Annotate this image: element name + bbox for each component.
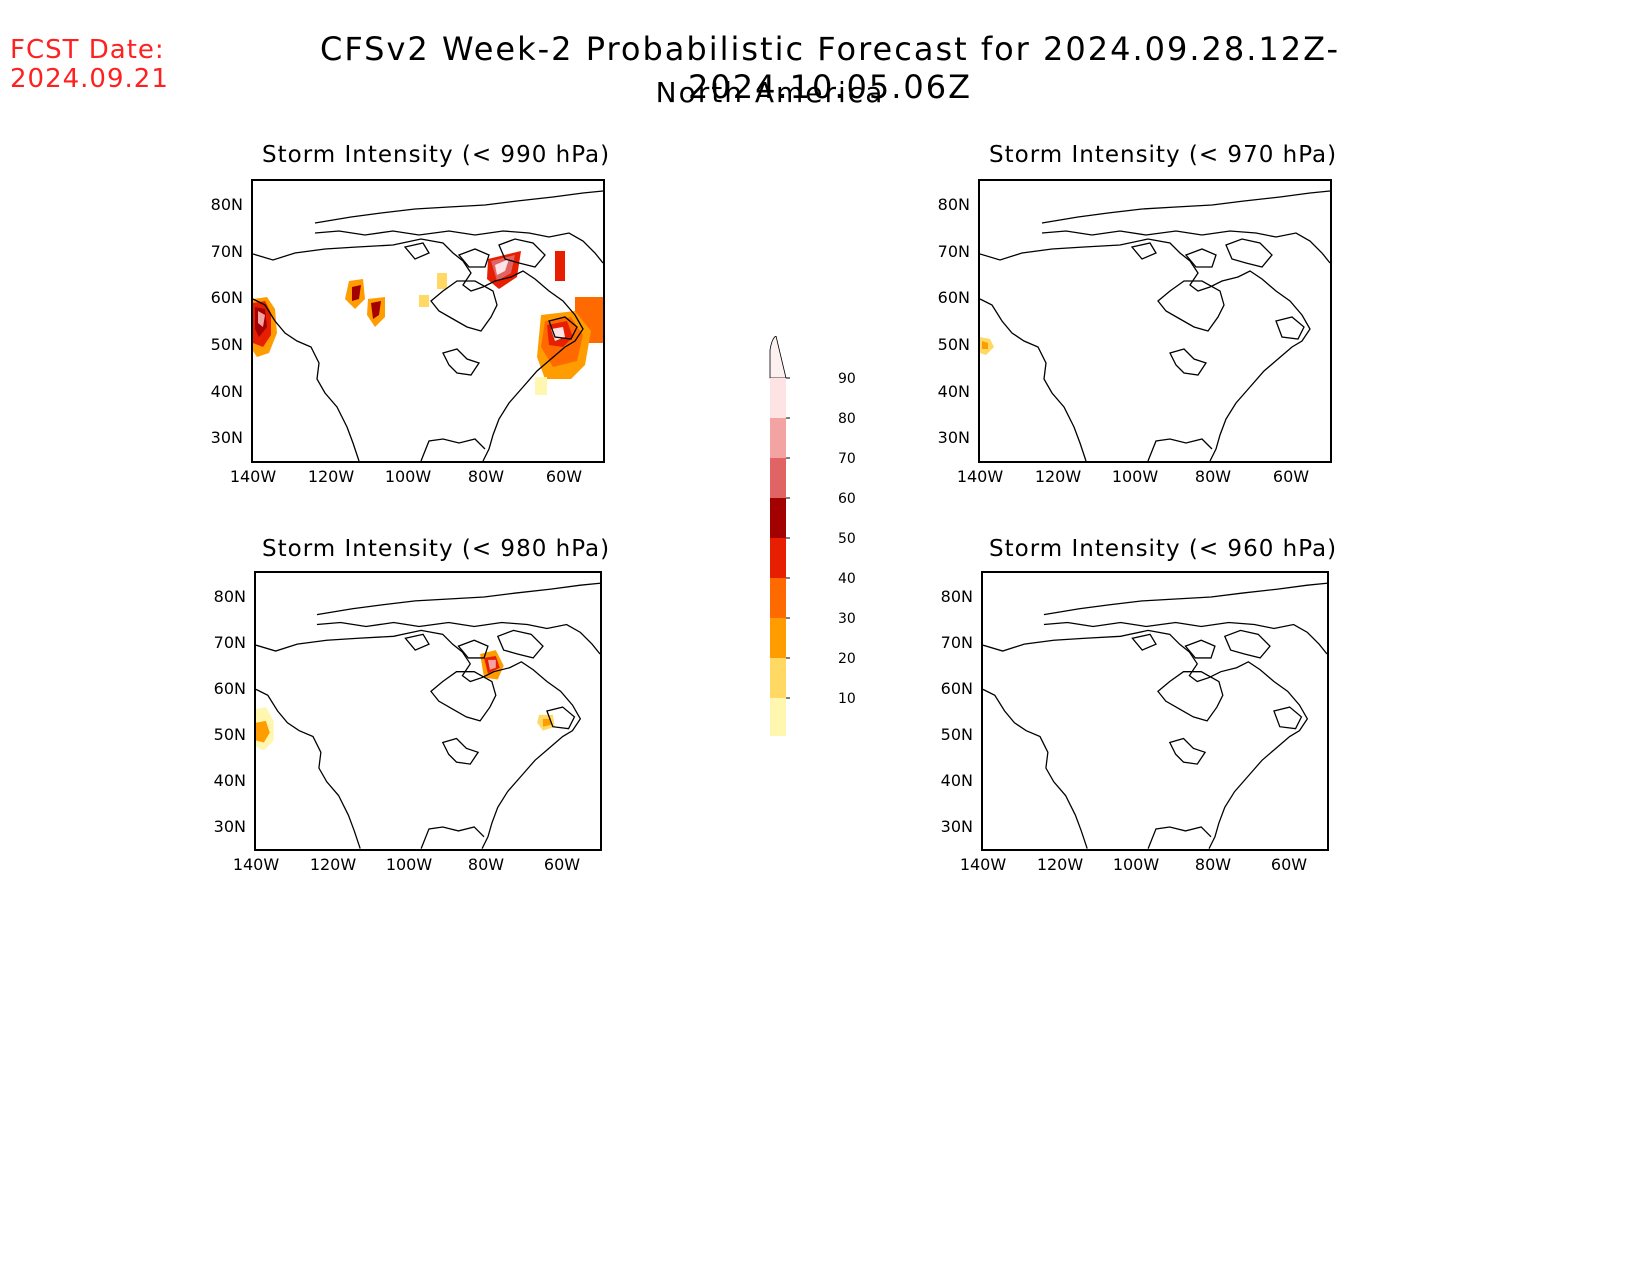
lat-label: 60N — [940, 679, 973, 698]
colorbar-swatch — [770, 378, 786, 418]
colorbar-swatch — [770, 458, 786, 498]
colorbar-swatches — [769, 336, 790, 736]
lat-label: 70N — [210, 242, 243, 261]
colorbar-swatch — [770, 698, 786, 736]
map-960 — [981, 571, 1329, 851]
lon-label: 100W — [1112, 855, 1160, 874]
lat-label: 40N — [940, 771, 973, 790]
map-970 — [978, 179, 1332, 463]
lat-label: 50N — [937, 335, 970, 354]
fcst-date-value: 2024.09.21 — [10, 64, 169, 94]
figure-subtitle: North America — [655, 76, 885, 109]
lat-label: 60N — [213, 679, 246, 698]
fcst-date-label: FCST Date: — [10, 35, 165, 65]
lat-label: 80N — [213, 587, 246, 606]
probability-shading — [253, 251, 603, 395]
colorbar-label: 20 — [838, 651, 856, 667]
lon-label: 120W — [1036, 855, 1084, 874]
lat-label: 30N — [213, 817, 246, 836]
lat-label: 60N — [937, 288, 970, 307]
lat-label: 40N — [213, 771, 246, 790]
probability-shading — [980, 337, 994, 355]
colorbar-label: 60 — [838, 491, 856, 507]
lat-label: 70N — [937, 242, 970, 261]
colorbar-swatch — [770, 578, 786, 618]
colorbar-swatch — [770, 498, 786, 538]
lat-label: 80N — [210, 195, 243, 214]
lon-label: 80W — [1194, 467, 1232, 486]
lat-label: 40N — [937, 382, 970, 401]
lat-label: 50N — [213, 725, 246, 744]
colorbar-label: 70 — [838, 451, 856, 467]
lat-label: 30N — [937, 428, 970, 447]
colorbar-swatch — [770, 618, 786, 658]
coastlines — [253, 190, 603, 461]
panel-title-990: Storm Intensity (< 990 hPa) — [262, 142, 611, 168]
colorbar-label: 40 — [838, 571, 856, 587]
lon-label: 100W — [385, 855, 433, 874]
lon-label: 120W — [1034, 467, 1082, 486]
colorbar-label: 80 — [838, 411, 856, 427]
lon-label: 120W — [307, 467, 355, 486]
colorbar-swatch — [770, 538, 786, 578]
map-990 — [251, 179, 605, 463]
colorbar-label: 90 — [838, 371, 856, 387]
lon-label: 100W — [384, 467, 432, 486]
lon-label: 60W — [545, 467, 583, 486]
probability-shading — [256, 650, 555, 751]
colorbar-label: 50 — [838, 531, 856, 547]
lat-label: 70N — [940, 633, 973, 652]
lon-label: 80W — [1194, 855, 1232, 874]
lat-label: 50N — [210, 335, 243, 354]
lon-label: 60W — [543, 855, 581, 874]
lon-label: 140W — [229, 467, 277, 486]
lat-label: 30N — [940, 817, 973, 836]
lon-label: 80W — [467, 467, 505, 486]
lon-label: 120W — [309, 855, 357, 874]
colorbar-swatch — [770, 418, 786, 458]
coastlines — [980, 190, 1330, 461]
lat-label: 80N — [937, 195, 970, 214]
map-980 — [254, 571, 602, 851]
coastlines — [256, 582, 600, 849]
colorbar-swatch — [770, 658, 786, 698]
lon-label: 80W — [467, 855, 505, 874]
lat-label: 40N — [210, 382, 243, 401]
colorbar-label: 10 — [838, 691, 856, 707]
panel-title-980: Storm Intensity (< 980 hPa) — [262, 536, 611, 562]
lon-label: 60W — [1272, 467, 1310, 486]
panel-title-960: Storm Intensity (< 960 hPa) — [989, 536, 1338, 562]
lon-label: 140W — [232, 855, 280, 874]
lon-label: 140W — [956, 467, 1004, 486]
coastlines — [983, 582, 1327, 849]
colorbar-label: 30 — [838, 611, 856, 627]
lat-label: 50N — [940, 725, 973, 744]
lat-label: 70N — [213, 633, 246, 652]
lat-label: 80N — [940, 587, 973, 606]
figure-title: CFSv2 Week-2 Probabilistic Forecast for … — [319, 30, 1341, 106]
lat-label: 60N — [210, 288, 243, 307]
colorbar-top-triangle — [769, 336, 787, 379]
lon-label: 140W — [959, 855, 1007, 874]
lon-label: 100W — [1111, 467, 1159, 486]
lat-label: 30N — [210, 428, 243, 447]
fcst-date-block: FCST Date: 2024.09.21 — [10, 36, 169, 94]
lon-label: 60W — [1270, 855, 1308, 874]
panel-title-970: Storm Intensity (< 970 hPa) — [989, 142, 1338, 168]
